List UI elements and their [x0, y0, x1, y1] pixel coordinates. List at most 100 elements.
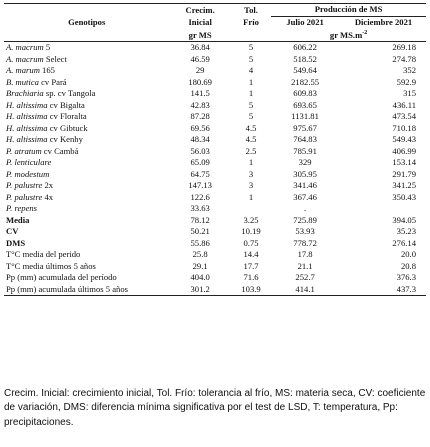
genotype-cultivar: 165 [39, 65, 55, 76]
diciembre-cell: 274.78 [392, 53, 416, 64]
header-crecim-line1: Crecim. [185, 5, 215, 15]
header-crecim-line2: Inicial [188, 16, 212, 27]
crecim-cell: 25.8 [192, 249, 208, 260]
crecim-cell: 33.63 [190, 203, 210, 214]
stats-label: Media [6, 214, 30, 225]
stats-label: T°C media del perido [6, 249, 81, 260]
tol-cell: 4.5 [245, 122, 257, 133]
genotype-cell: P. atratum cv Cambá [4, 146, 169, 158]
header-subrow: Julio 2021 Diciembre 2021 [4, 16, 426, 28]
tol-cell [231, 203, 271, 215]
diciembre-cell: 352 [403, 65, 416, 76]
table-row: P. modestum 64.75 3 305.95 291.79 [4, 169, 426, 181]
header-tol: Tol. Frío [230, 3, 272, 28]
genotype-species: Brachiaria [6, 88, 44, 99]
genotype-cell: P. repens [4, 203, 169, 215]
genotype-cultivar: cv Kenhy [47, 134, 83, 145]
table-row: P. palustre 2x 147.13 3 341.46 341.25 [4, 180, 426, 192]
julio-cell: 693.65 [293, 99, 317, 110]
header-tol-line2: Frío [243, 16, 259, 27]
header-tol-line1: Tol. [244, 5, 258, 15]
julio-cell: 341.46 [293, 180, 317, 191]
diciembre-cell: 350.43 [392, 191, 416, 202]
crecim-cell: 122.6 [190, 191, 210, 202]
crecim-cell: 65.09 [190, 157, 210, 168]
crecim-cell: 36.84 [190, 42, 210, 53]
genotype-species: P. atratum [6, 145, 42, 156]
diciembre-cell: 394.05 [392, 214, 416, 225]
header-genotipos: Genotipos [4, 3, 170, 28]
unit-crecim: gr MS [169, 28, 231, 43]
crecim-cell: 180.69 [188, 76, 212, 87]
unit-produccion: gr MS.m-2 [271, 28, 426, 43]
stats-label: T°C media últimos 5 años [6, 260, 96, 271]
stats-label: Pp (mm) acumulada últimos 5 años [4, 283, 170, 297]
diciembre-cell: 20.8 [400, 260, 416, 271]
genotype-species: P. palustre [6, 180, 43, 191]
julio-cell: 2182.55 [291, 76, 320, 87]
diciembre-cell: 276.14 [392, 237, 416, 248]
header-diciembre: Diciembre 2021 [354, 16, 413, 27]
tol-cell: 1 [248, 191, 254, 202]
stats-row: Pp (mm) acumulada últimos 5 años 301.2 103… [4, 283, 426, 297]
diciembre-cell: 710.18 [392, 122, 416, 133]
crecim-cell: 29.1 [192, 260, 208, 271]
crecim-cell: 46.59 [190, 53, 210, 64]
tol-cell: 3 [248, 168, 254, 179]
julio-cell: 518.52 [293, 53, 317, 64]
crecim-cell: 147.13 [188, 180, 212, 191]
tol-cell: 103.9 [230, 283, 272, 297]
diciembre-cell: 436.11 [392, 99, 416, 110]
julio-cell: 305.95 [293, 168, 317, 179]
genotype-species: A. marum [6, 65, 40, 76]
julio-cell: 21.1 [297, 260, 313, 271]
julio-cell: 725.89 [293, 214, 317, 225]
table-row: P. palustre 4x 122.6 1 367.46 350.43 [4, 192, 426, 204]
diciembre-cell: 35.23 [396, 226, 416, 237]
stats-row: CV 50.21 10.19 53.93 35.23 [4, 226, 426, 238]
genotype-production-table: Genotipos Crecim. Inicial Tol. Frío Prod… [4, 3, 426, 297]
tol-cell: 5 [248, 53, 254, 64]
tol-cell: 1 [248, 76, 254, 87]
unit-prod-text: gr MS.m [329, 29, 363, 40]
stats-row: T°C media del perido 25.8 14.4 17.8 20.0 [4, 249, 426, 261]
tol-cell: 5 [248, 111, 254, 122]
tol-cell: 5 [248, 99, 254, 110]
diciembre-cell: 592.9 [396, 76, 416, 87]
genotype-cultivar: cv Cambá [41, 145, 79, 156]
tol-cell: 1 [248, 157, 254, 168]
julio-cell: 785.91 [293, 145, 317, 156]
units-empty [4, 28, 170, 43]
crecim-cell: 55.86 [190, 237, 210, 248]
diciembre-cell: 291.79 [392, 168, 416, 179]
diciembre-cell: 315 [403, 88, 416, 99]
tol-cell: 4 [248, 65, 254, 76]
genotype-cultivar: sp. cv Tangola [43, 88, 96, 99]
table-row: A. macrum Select 46.59 5 518.52 274.78 [4, 54, 426, 66]
header-julio: Julio 2021 [286, 16, 324, 27]
units-row: gr MS gr MS.m-2 [4, 28, 426, 43]
genotype-cultivar: cv Floralta [47, 111, 87, 122]
stats-row: Pp (mm) acumulada del período 404.0 71.6 25… [4, 272, 426, 284]
diciembre-cell: 341.25 [392, 180, 416, 191]
genotype-cultivar: cv Bigalta [47, 99, 85, 110]
diciembre-cell: 549.43 [392, 134, 416, 145]
tol-cell: 5 [248, 42, 254, 53]
genotype-cultivar: 2x [42, 180, 54, 191]
crecim-cell: 404.0 [190, 272, 210, 283]
diciembre-cell: 376.3 [396, 272, 416, 283]
crecim-cell: 78.12 [190, 214, 210, 225]
header-produccion: Producción de MS [271, 3, 426, 17]
tol-cell: 0.75 [243, 237, 259, 248]
table-row: A. marum 165 29 4 549.64 352 [4, 65, 426, 77]
diciembre-cell: 406.99 [392, 145, 416, 156]
julio-cell: 1131.81 [291, 111, 319, 122]
unit-prod-exp: -2 [362, 30, 368, 36]
genotype-cultivar: cv Pará [38, 76, 67, 87]
table-row: H. altissima cv Bigalta 42.83 5 693.65 436.1… [4, 100, 426, 112]
table-row: H. altissima cv Kenhy 48.34 4.5 764.83 549.4… [4, 134, 426, 146]
stats-label: Pp (mm) acumulada del período [6, 272, 117, 283]
genotype-cell: H. altissima cv Gibtuck [4, 123, 169, 135]
julio-cell: 252.7 [295, 272, 315, 283]
